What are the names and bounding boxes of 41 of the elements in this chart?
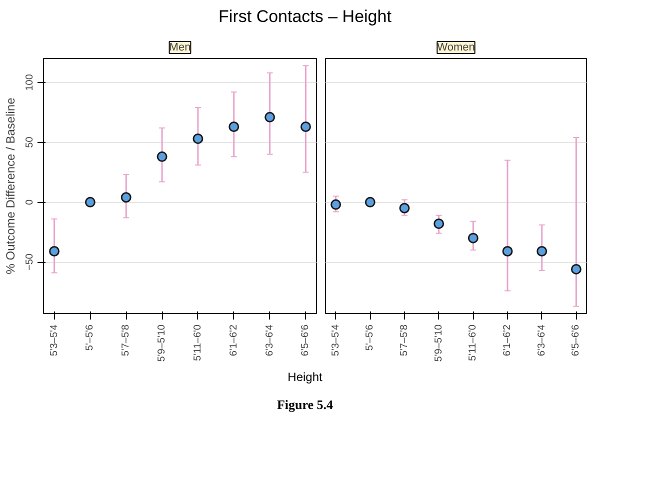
point [84,197,96,208]
x-tick-label: 5'9–5'10 [433,324,444,362]
y-tick-label: 100 [24,74,36,92]
x-tick-label: 5'–5'6 [364,324,376,351]
x-tick-label: 6'3–6'4 [536,324,548,356]
point [570,264,582,275]
point [434,218,444,230]
point [120,192,132,203]
point [49,246,60,257]
caption: Figure 5.4 [276,396,334,414]
point [228,122,240,132]
chart-title: Men [169,42,191,54]
x-tick-label: 5'3–5'4 [330,324,342,356]
point [264,112,276,123]
point [502,246,513,257]
x-tick-label: 5'3–5'4 [48,324,60,356]
point [364,197,376,208]
point [330,200,342,210]
point [300,122,311,132]
x-tick-label: 6'1–6'2 [502,324,514,356]
x-tick-label: 6'5–6'6 [300,324,312,356]
x-tick-label: 5'9–5'10 [156,324,168,362]
text: Height [288,369,322,386]
x-tick-label: 5'–5'6 [84,324,96,351]
x-tick-label: 5'11–6'0 [192,324,204,362]
x-tick-label: 5'7–5'8 [398,324,410,356]
x-tick-label: 5'7–5'8 [120,324,132,356]
y-tick-label: −50 [24,253,36,271]
x-tick-label: 6'3–6'4 [264,324,276,356]
x-tick-label: 5'11–6'0 [468,324,479,362]
y-axis-title: % Outcome Difference / Baseline [4,98,18,275]
x-tick-label: 6'5–6'6 [570,324,582,356]
point [156,152,168,162]
x-tick-label: 6'1–6'2 [228,324,240,356]
point [399,203,410,214]
y-tick-label: 50 [24,136,36,148]
text: First Contacts – Height [218,6,392,28]
point [536,246,548,257]
y-tick-label: 0 [24,199,36,206]
point [192,134,204,144]
point [468,233,478,244]
